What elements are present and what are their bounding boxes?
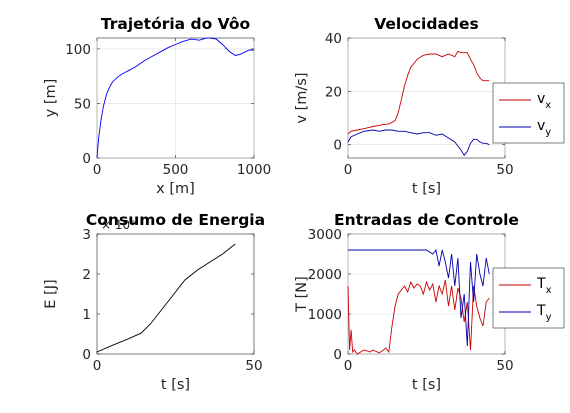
- y-exponent-label: × 10⁶: [101, 218, 135, 232]
- y-axis-label: E [J]: [43, 279, 59, 308]
- chart-title: Velocidades: [374, 15, 479, 33]
- x-tick-label: 0: [93, 358, 102, 374]
- y-axis-label: v [m/s]: [294, 72, 310, 123]
- legend-entry: vx: [537, 91, 551, 111]
- y-tick-label: 40: [325, 31, 342, 47]
- y-axis-label: T [N]: [294, 276, 310, 313]
- y-tick-label: 20: [325, 84, 342, 100]
- y-tick-label: 1: [82, 307, 91, 323]
- series-line-2: [348, 248, 490, 347]
- axes-frame: [347, 37, 506, 159]
- y-tick-label: 0: [333, 138, 342, 154]
- y-tick-label: 0: [333, 347, 342, 363]
- axes-frame: [96, 233, 255, 355]
- legend-entry: vy: [537, 118, 551, 138]
- y-tick-label: 2000: [308, 267, 342, 283]
- y-tick-label: 100: [65, 42, 91, 58]
- y-tick-label: 0: [82, 347, 91, 363]
- legend-box: [492, 267, 565, 329]
- y-tick-label: 2: [82, 267, 91, 283]
- x-tick-label: 50: [245, 358, 262, 374]
- subplot-1: 0 500 1000 0 50 100 Trajetória do Vôo x [m] y [m…: [43, 15, 271, 197]
- legend-entry: Tx: [536, 276, 552, 296]
- y-tick-label: 3000: [308, 227, 342, 243]
- axes-frame: [347, 233, 506, 355]
- y-tick-label: 50: [74, 96, 91, 112]
- x-axis-label: t [s]: [161, 377, 190, 393]
- chart-title: Trajetória do Vôo: [101, 15, 250, 33]
- y-tick-label: 3: [82, 227, 91, 243]
- x-tick-label: 50: [496, 162, 513, 178]
- y-axis-label: y [m]: [43, 79, 59, 118]
- y-tick-label: 0: [82, 151, 91, 167]
- x-tick-label: 0: [344, 358, 353, 374]
- legend: vx vy: [492, 82, 565, 144]
- legend: Tx Ty: [492, 267, 565, 329]
- series-line-2: [347, 129, 490, 157]
- series-line-1: [347, 279, 490, 355]
- x-tick-label: 1000: [237, 162, 271, 178]
- legend-entry: Ty: [536, 303, 552, 323]
- chart-title: Consumo de Energia: [86, 211, 265, 229]
- x-tick-label: 50: [496, 358, 513, 374]
- x-axis-label: t [s]: [412, 181, 441, 197]
- y-tick-label: 1000: [308, 307, 342, 323]
- x-tick-label: 0: [93, 162, 102, 178]
- x-tick-label: 0: [344, 162, 353, 178]
- series-line-1: [347, 50, 490, 135]
- legend-box: [492, 82, 565, 144]
- subplot-2: 0 50 0 20 40 Velocidades t [s] v [m/s] vx vy: [294, 15, 565, 197]
- series-line-1: [96, 37, 254, 159]
- chart-title: Entradas de Controle: [334, 211, 519, 229]
- x-tick-label: 500: [163, 162, 189, 178]
- x-axis-label: x [m]: [156, 181, 195, 197]
- x-axis-label: t [s]: [412, 377, 441, 393]
- series-line-1: [96, 243, 236, 353]
